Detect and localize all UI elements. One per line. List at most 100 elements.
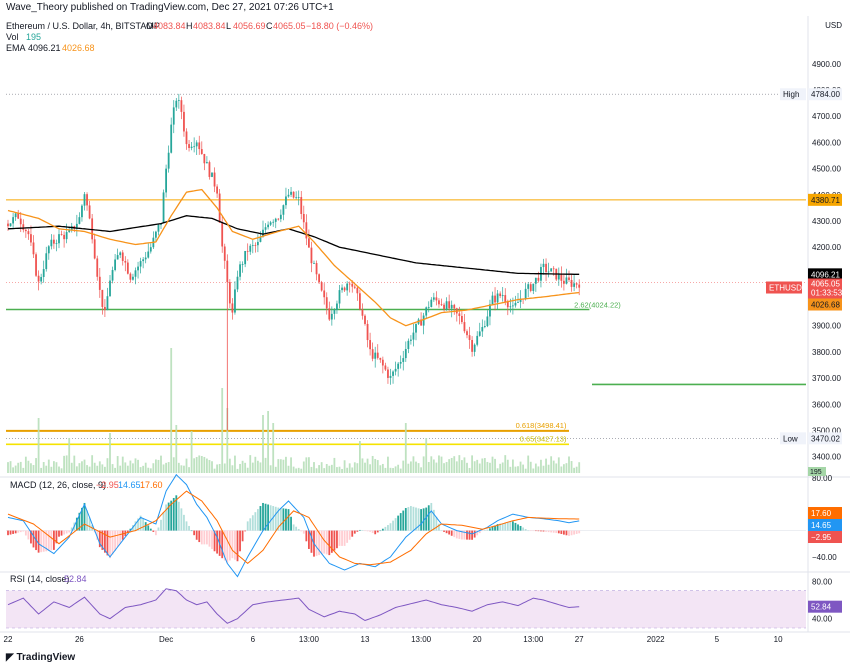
macd-histogram-bar <box>578 530 581 534</box>
macd-histogram-bar <box>302 530 305 534</box>
candle-body <box>40 277 43 282</box>
candle-body <box>325 297 328 309</box>
volume-bar <box>310 466 313 473</box>
macd-histogram-bar <box>305 530 308 542</box>
volume-bar <box>468 467 471 473</box>
macd-histogram-bar <box>37 530 40 553</box>
macd-line-tag-bg <box>808 519 842 532</box>
candle-body <box>450 304 453 309</box>
volume-bar <box>371 455 374 473</box>
macd-histogram-bar <box>139 515 142 531</box>
candle-body <box>481 327 484 332</box>
candle-body <box>494 295 496 303</box>
volume-bar <box>356 463 359 473</box>
macd-histogram-bar <box>545 530 547 532</box>
macd-histogram-bar <box>463 530 466 540</box>
high-price-tag: 4784.00 <box>811 90 840 99</box>
candle-body <box>351 283 354 287</box>
candle-body <box>190 146 193 149</box>
time-tick-label: 20 <box>473 635 482 644</box>
macd-histogram-bar <box>529 530 532 532</box>
volume-bar <box>259 462 262 473</box>
macd-histogram-bar <box>376 530 379 533</box>
candle-body <box>560 274 563 281</box>
macd-histogram-bar <box>491 526 494 531</box>
volume-bar <box>170 348 173 473</box>
rsi-line <box>7 588 580 624</box>
volume-bar <box>295 468 298 473</box>
macd-histogram-bar <box>259 506 262 531</box>
volume-bar <box>302 461 305 473</box>
candle-body <box>542 263 545 268</box>
volume-bar <box>91 455 94 473</box>
volume-bar <box>272 423 275 473</box>
volume-bar <box>290 457 292 473</box>
candle-body <box>415 323 417 333</box>
volume-bar <box>188 467 190 473</box>
volume-bar <box>427 462 430 473</box>
macd-histogram-bar <box>565 530 568 536</box>
volume-bar <box>506 459 509 473</box>
candle-body <box>42 269 45 278</box>
candle-body <box>527 284 530 289</box>
candle-body <box>9 223 12 227</box>
macd-histogram-bar <box>155 530 157 536</box>
macd-histogram-bar <box>129 528 132 531</box>
volume-bar <box>532 468 535 473</box>
candle-body <box>277 218 280 220</box>
low-badge: Low <box>783 434 798 443</box>
volume-bar <box>338 466 341 473</box>
candle-body <box>124 260 127 263</box>
macd-histogram-bar <box>249 518 252 531</box>
candle-body <box>410 339 412 341</box>
volume-bar <box>45 465 48 473</box>
macd-histogram-bar <box>506 522 509 531</box>
candle-body <box>257 241 259 246</box>
candle-body <box>155 231 157 238</box>
candle-body <box>272 221 275 223</box>
macd-histogram-bar <box>466 530 468 540</box>
macd-histogram-bar <box>410 506 412 531</box>
symbol-badge: ETHUSD <box>769 284 802 293</box>
macd-histogram-bar <box>175 495 178 531</box>
candle-body <box>262 229 264 237</box>
high-badge: High <box>783 90 799 99</box>
volume-bar <box>504 455 507 473</box>
macd-histogram-bar <box>499 523 502 531</box>
volume-bar <box>359 441 361 473</box>
macd-histogram-bar <box>116 530 119 548</box>
volume-bar <box>195 456 198 473</box>
volume-bar <box>68 438 71 473</box>
macd-histogram-bar <box>78 512 81 531</box>
macd-histogram-bar <box>443 530 445 532</box>
volume-bar <box>254 456 257 473</box>
time-tick-label: 13:00 <box>411 635 432 644</box>
candle-body <box>496 293 499 303</box>
candle-body <box>491 295 494 305</box>
candle-body <box>98 276 101 290</box>
candle-body <box>68 230 71 233</box>
volume-bar <box>249 455 252 473</box>
volume-bar <box>328 465 331 473</box>
macd-histogram-bar <box>211 530 213 549</box>
volume-bar <box>369 464 371 473</box>
volume-bar <box>206 458 208 473</box>
volume-bar <box>397 464 400 473</box>
candle-body <box>369 340 371 350</box>
time-tick-label: 10 <box>774 635 783 644</box>
macd-histogram-bar <box>440 530 443 532</box>
candle-body <box>137 266 139 271</box>
candle-body <box>512 305 514 307</box>
rsi-value-tag: 52.84 <box>811 603 832 612</box>
candle-body <box>167 152 170 169</box>
volume-bar <box>524 468 527 473</box>
volume-bar <box>448 459 451 473</box>
volume-bar <box>402 460 405 473</box>
volume-bar <box>27 460 30 473</box>
macd-histogram-bar <box>448 530 451 535</box>
ohlc-value: 4083.84 <box>193 21 226 31</box>
candle-body <box>60 234 63 235</box>
macd-histogram-bar <box>177 501 180 531</box>
price-tick-label: 4300.00 <box>812 217 841 226</box>
